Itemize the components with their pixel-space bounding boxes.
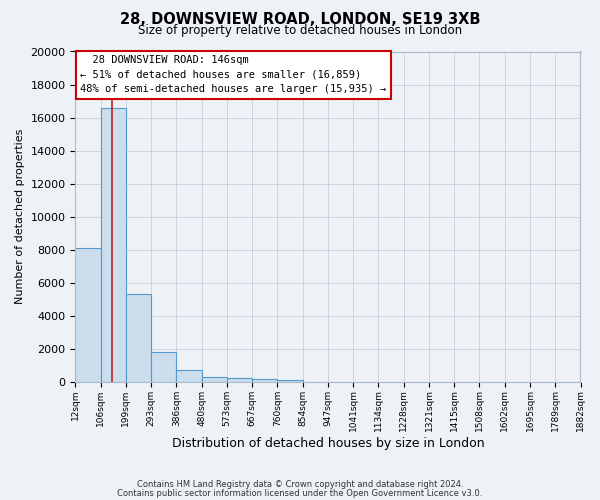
Text: 28, DOWNSVIEW ROAD, LONDON, SE19 3XB: 28, DOWNSVIEW ROAD, LONDON, SE19 3XB <box>120 12 480 28</box>
X-axis label: Distribution of detached houses by size in London: Distribution of detached houses by size … <box>172 437 484 450</box>
Bar <box>101 108 126 382</box>
Bar <box>126 294 151 382</box>
Bar <box>202 376 227 382</box>
Bar <box>252 379 277 382</box>
Text: Contains public sector information licensed under the Open Government Licence v3: Contains public sector information licen… <box>118 488 482 498</box>
Text: Size of property relative to detached houses in London: Size of property relative to detached ho… <box>138 24 462 37</box>
Bar <box>151 352 176 382</box>
Bar <box>277 380 302 382</box>
Bar <box>176 370 202 382</box>
Y-axis label: Number of detached properties: Number of detached properties <box>15 129 25 304</box>
Text: 28 DOWNSVIEW ROAD: 146sqm  
← 51% of detached houses are smaller (16,859)
48% of: 28 DOWNSVIEW ROAD: 146sqm ← 51% of detac… <box>80 55 387 94</box>
Bar <box>76 248 101 382</box>
Text: Contains HM Land Registry data © Crown copyright and database right 2024.: Contains HM Land Registry data © Crown c… <box>137 480 463 489</box>
Bar <box>227 378 252 382</box>
